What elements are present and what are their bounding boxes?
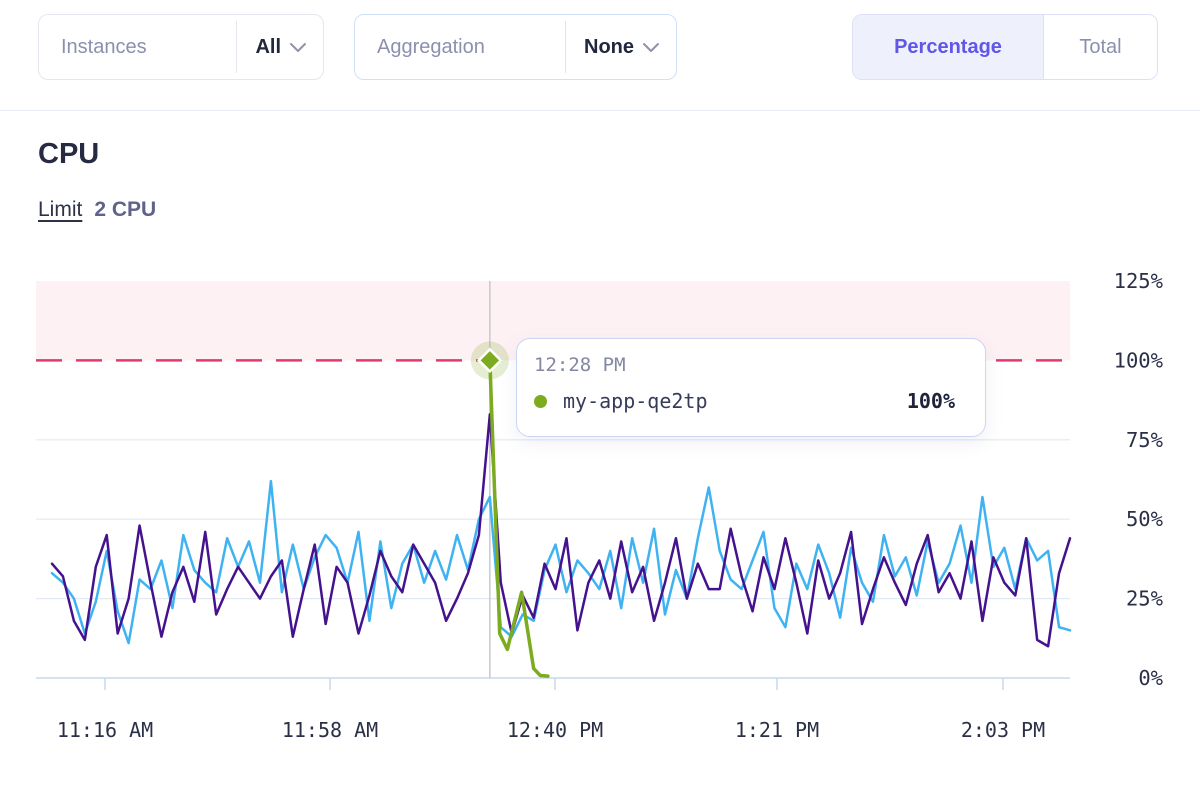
tooltip-series-value: 100% [906,389,955,413]
view-mode-toggle: Percentage Total [852,14,1158,80]
tooltip-series-name: my-app-qe2tp [563,389,708,413]
hover-marker-diamond [477,347,503,374]
series-line-my-app-qe2tp [488,358,550,678]
x-axis-tick-label: 12:40 PM [507,718,603,742]
y-axis-tick-label: 125% [1114,269,1164,293]
y-axis-tick-label: 0% [1138,666,1163,690]
tooltip-timestamp: 12:28 PM [534,354,626,376]
toggle-option-percentage[interactable]: Percentage [853,15,1044,79]
instances-label: Instances [61,35,147,58]
x-axis-tick-label: 11:58 AM [282,718,378,742]
series-line-instance-purple [50,413,1072,648]
instances-dropdown[interactable]: Instances All [38,14,324,80]
aggregation-value: None [584,35,634,58]
aggregation-label: Aggregation [377,35,485,58]
chevron-down-icon [289,41,307,53]
divider [236,21,238,73]
y-axis-tick-label: 50% [1126,507,1164,531]
chart-controls-header: Instances All Aggregation None Percentag… [0,0,1200,111]
y-axis-tick-label: 75% [1126,428,1164,452]
page-title: CPU [38,138,100,170]
x-axis-tick-label: 11:16 AM [57,718,153,742]
toggle-option-total[interactable]: Total [1044,15,1157,79]
chart-tooltip: 12:28 PM my-app-qe2tp 100% [516,338,986,437]
aggregation-dropdown[interactable]: Aggregation None [354,14,677,80]
cpu-usage-chart[interactable]: 11:16 AM 11:58 AM 12:40 PM 1:21 PM 2:03 PM 12… [0,260,1200,760]
limit-label[interactable]: Limit [38,198,83,221]
instances-value: All [255,35,281,58]
chevron-down-icon [642,41,660,53]
y-axis-tick-label: 100% [1114,348,1164,372]
limit-value: 2 CPU [94,198,157,221]
series-color-dot [534,394,547,408]
x-axis-tick-label: 2:03 PM [961,718,1045,742]
x-axis-tick-label: 1:21 PM [735,718,819,742]
y-axis-tick-label: 25% [1126,587,1164,611]
limit-row: Limit 2 CPU [38,198,156,222]
divider [565,21,566,73]
tooltip-series-row: my-app-qe2tp 100% [534,389,955,413]
